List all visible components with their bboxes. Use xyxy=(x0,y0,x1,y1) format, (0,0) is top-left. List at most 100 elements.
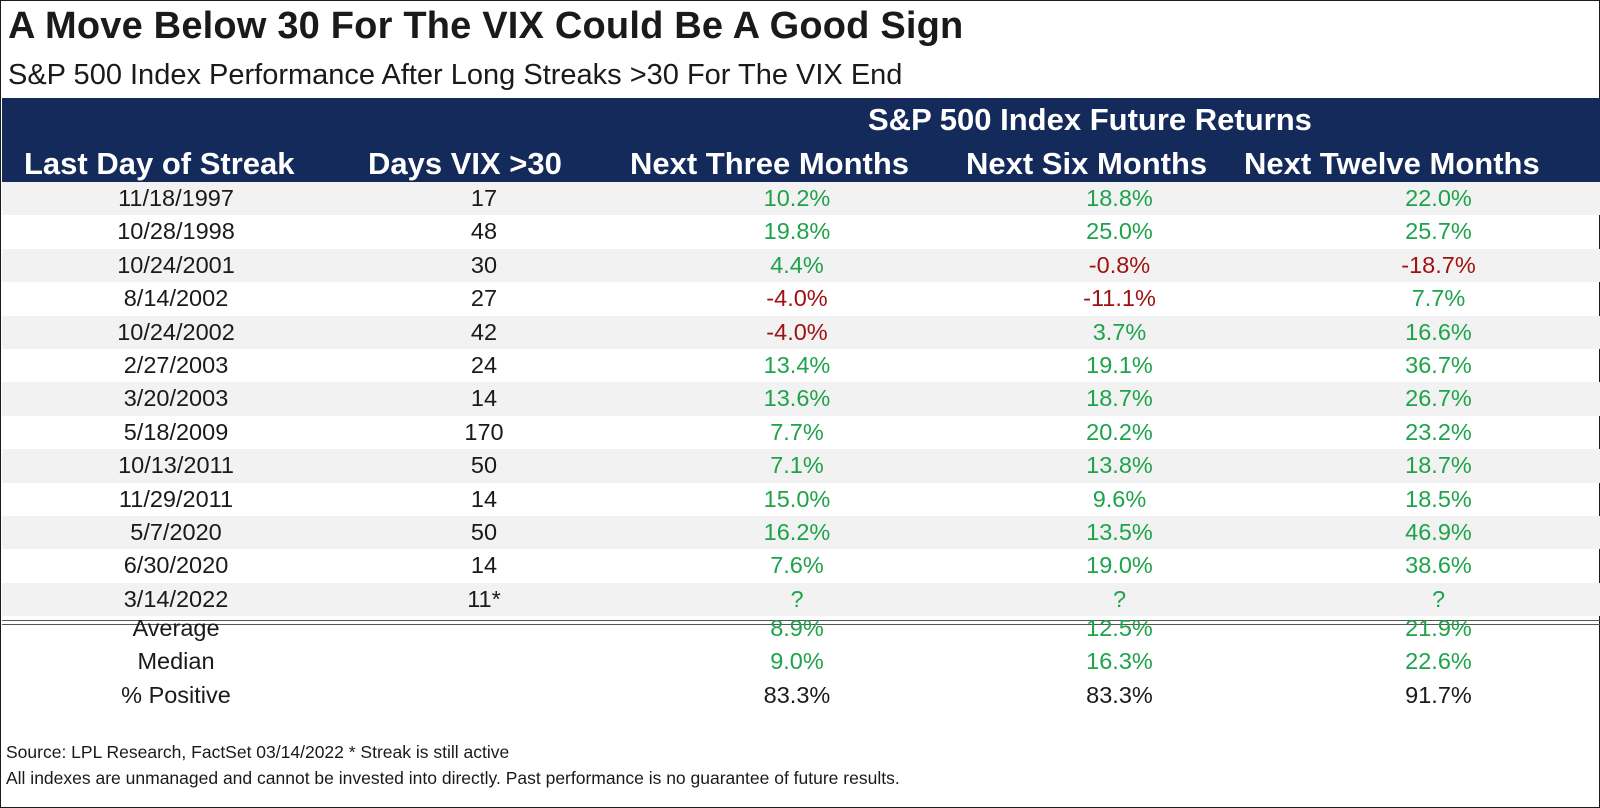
column-header-three-months: Next Three Months xyxy=(630,146,910,181)
table-cell-last-day: 8/14/2002 xyxy=(123,285,229,312)
table-cell-six-months: 25.0% xyxy=(1086,218,1153,245)
table-cell-three-months: 15.0% xyxy=(763,485,831,512)
summary-cell-twelve-months: 21.9% xyxy=(1405,615,1472,641)
summary-cell-twelve-months: 22.6% xyxy=(1405,648,1472,675)
table-cell-twelve-months: 18.5% xyxy=(1405,485,1472,512)
table-cell-days-vix: 24 xyxy=(470,352,498,378)
table-cell-six-months: 18.7% xyxy=(1086,385,1153,412)
table-cell-three-months: 4.4% xyxy=(770,251,824,278)
table-cell-last-day: 5/7/2020 xyxy=(130,519,222,545)
chart-subtitle: S&P 500 Index Performance After Long Str… xyxy=(8,59,903,91)
table-cell-twelve-months: 22.0% xyxy=(1405,185,1472,211)
table-cell-last-day: 5/18/2009 xyxy=(123,418,229,445)
table-cell-three-months: 7.1% xyxy=(770,452,824,479)
table-cell-twelve-months: 18.7% xyxy=(1405,452,1472,479)
table-cell-six-months: 20.2% xyxy=(1086,418,1153,445)
table-cell-days-vix: 17 xyxy=(470,185,498,211)
table-cell-three-months: 19.8% xyxy=(763,218,831,245)
table-row: 3/14/2022 11*??? xyxy=(2,582,1600,617)
table-cell-six-months: 3.7% xyxy=(1092,318,1147,345)
summary-cell-six-months: 16.3% xyxy=(1086,648,1153,675)
table-cell-days-vix: 30 xyxy=(470,251,498,278)
table-cell-twelve-months: 23.2% xyxy=(1405,418,1472,445)
summary-row: Average 8.9% 12.5% 21.9% xyxy=(2,612,1600,645)
table-cell-days-vix: 170 xyxy=(464,418,504,445)
table-cell-days-vix: 27 xyxy=(470,285,498,312)
table-row: 10/13/2011 50 7.1% 13.8% 18.7% xyxy=(2,449,1600,483)
table-row: 3/20/2003 14 13.6% 18.7% 26.7% xyxy=(2,382,1600,416)
table-row: 10/24/2002 42 -4.0% 3.7% 16.6% xyxy=(2,315,1600,349)
summary-cell-twelve-months: 91.7% xyxy=(1405,681,1472,708)
summary-cell-last-day: Median xyxy=(137,648,215,675)
table-row: 5/18/2009 170 7.7% 20.2% 23.2% xyxy=(2,416,1600,449)
table-cell-last-day: 11/18/1997 xyxy=(118,185,234,211)
table-cell-twelve-months: ? xyxy=(1431,585,1446,612)
table-cell-three-months: 10.2% xyxy=(763,185,831,211)
table-cell-days-vix: 50 xyxy=(470,452,498,479)
table-row: 6/30/2020 14 7.6% 19.0% 38.6% xyxy=(2,549,1600,582)
summary-cell-last-day: Average xyxy=(132,615,220,641)
table-cell-six-months: 19.0% xyxy=(1086,552,1153,579)
table-cell-days-vix: 11* xyxy=(467,585,501,612)
table-cell-days-vix: 50 xyxy=(470,519,498,545)
table-cell-twelve-months: 36.7% xyxy=(1405,352,1472,378)
table-cell-days-vix: 14 xyxy=(470,552,498,579)
column-header-days-vix: Days VIX >30 xyxy=(368,146,562,181)
table-cell-three-months: -4.0% xyxy=(766,318,828,345)
table-cell-six-months: ? xyxy=(1112,585,1127,612)
summary-cell-three-months: 9.0% xyxy=(770,648,824,675)
summary-row: % Positive 83.3% 83.3% 91.7% xyxy=(2,679,1600,712)
table-cell-six-months: -11.1% xyxy=(1083,285,1156,312)
summary-cell-three-months: 8.9% xyxy=(770,615,824,641)
table-cell-twelve-months: -18.7% xyxy=(1401,251,1476,278)
table-cell-six-months: 19.1% xyxy=(1086,352,1153,378)
table-header: S&P 500 Index Future Returns Last Day of… xyxy=(2,98,1600,186)
column-header-six-months: Next Six Months xyxy=(966,146,1208,181)
table-cell-last-day: 10/28/1998 xyxy=(117,218,235,245)
table-cell-three-months: 13.6% xyxy=(763,385,831,412)
table-cell-twelve-months: 25.7% xyxy=(1405,218,1472,245)
table-cell-six-months: 13.8% xyxy=(1086,452,1153,479)
table-cell-twelve-months: 46.9% xyxy=(1405,519,1472,545)
summary-cell-six-months: 12.5% xyxy=(1086,615,1153,641)
table-cell-six-months: 18.8% xyxy=(1086,185,1153,211)
table-cell-days-vix: 42 xyxy=(470,318,498,345)
table-cell-last-day: 3/14/2022 xyxy=(123,585,229,612)
table-cell-last-day: 10/13/2011 xyxy=(118,452,234,479)
table-row: 2/27/2003 24 13.4% 19.1% 36.7% xyxy=(2,349,1600,382)
table-cell-three-months: 7.7% xyxy=(770,418,824,445)
table-cell-days-vix: 14 xyxy=(470,385,498,412)
summary-divider xyxy=(2,620,1600,625)
table-cell-three-months: ? xyxy=(790,585,804,612)
table-cell-days-vix: 14 xyxy=(470,485,498,512)
table-cell-twelve-months: 7.7% xyxy=(1411,285,1466,312)
table-cell-six-months: 9.6% xyxy=(1092,485,1147,512)
table-cell-last-day: 3/20/2003 xyxy=(123,385,229,412)
disclaimer-note: All indexes are unmanaged and cannot be … xyxy=(6,768,900,788)
table-cell-three-months: 13.4% xyxy=(763,352,831,378)
table-row: 8/14/2002 27 -4.0% -11.1% 7.7% xyxy=(2,282,1600,315)
source-note: Source: LPL Research, FactSet 03/14/2022… xyxy=(6,742,510,762)
column-header-last-day: Last Day of Streak xyxy=(24,146,295,181)
table-cell-six-months: 13.5% xyxy=(1086,519,1153,545)
table-cell-six-months: -0.8% xyxy=(1088,251,1151,278)
table-cell-twelve-months: 38.6% xyxy=(1405,552,1472,579)
summary-cell-last-day: % Positive xyxy=(121,681,231,708)
summary-cell-three-months: 83.3% xyxy=(763,681,831,708)
column-header-twelve-months: Next Twelve Months xyxy=(1244,146,1540,181)
table-cell-three-months: 7.6% xyxy=(770,552,824,579)
table-cell-last-day: 11/29/2011 xyxy=(118,485,234,512)
table-cell-twelve-months: 16.6% xyxy=(1405,318,1472,345)
group-header: S&P 500 Index Future Returns xyxy=(868,102,1312,137)
table-row: 10/28/1998 48 19.8% 25.0% 25.7% xyxy=(2,215,1600,248)
table-cell-three-months: 16.2% xyxy=(763,519,831,545)
table-cell-twelve-months: 26.7% xyxy=(1405,385,1472,412)
chart-title: A Move Below 30 For The VIX Could Be A G… xyxy=(8,5,964,47)
table-cell-last-day: 2/27/2003 xyxy=(123,352,229,378)
table-cell-last-day: 10/24/2001 xyxy=(117,251,235,278)
table-cell-three-months: -4.0% xyxy=(766,285,828,312)
summary-cell-six-months: 83.3% xyxy=(1086,681,1153,708)
table-row: 11/18/1997 17 10.2% 18.8% 22.0% xyxy=(2,182,1600,216)
table-cell-last-day: 6/30/2020 xyxy=(123,552,229,579)
